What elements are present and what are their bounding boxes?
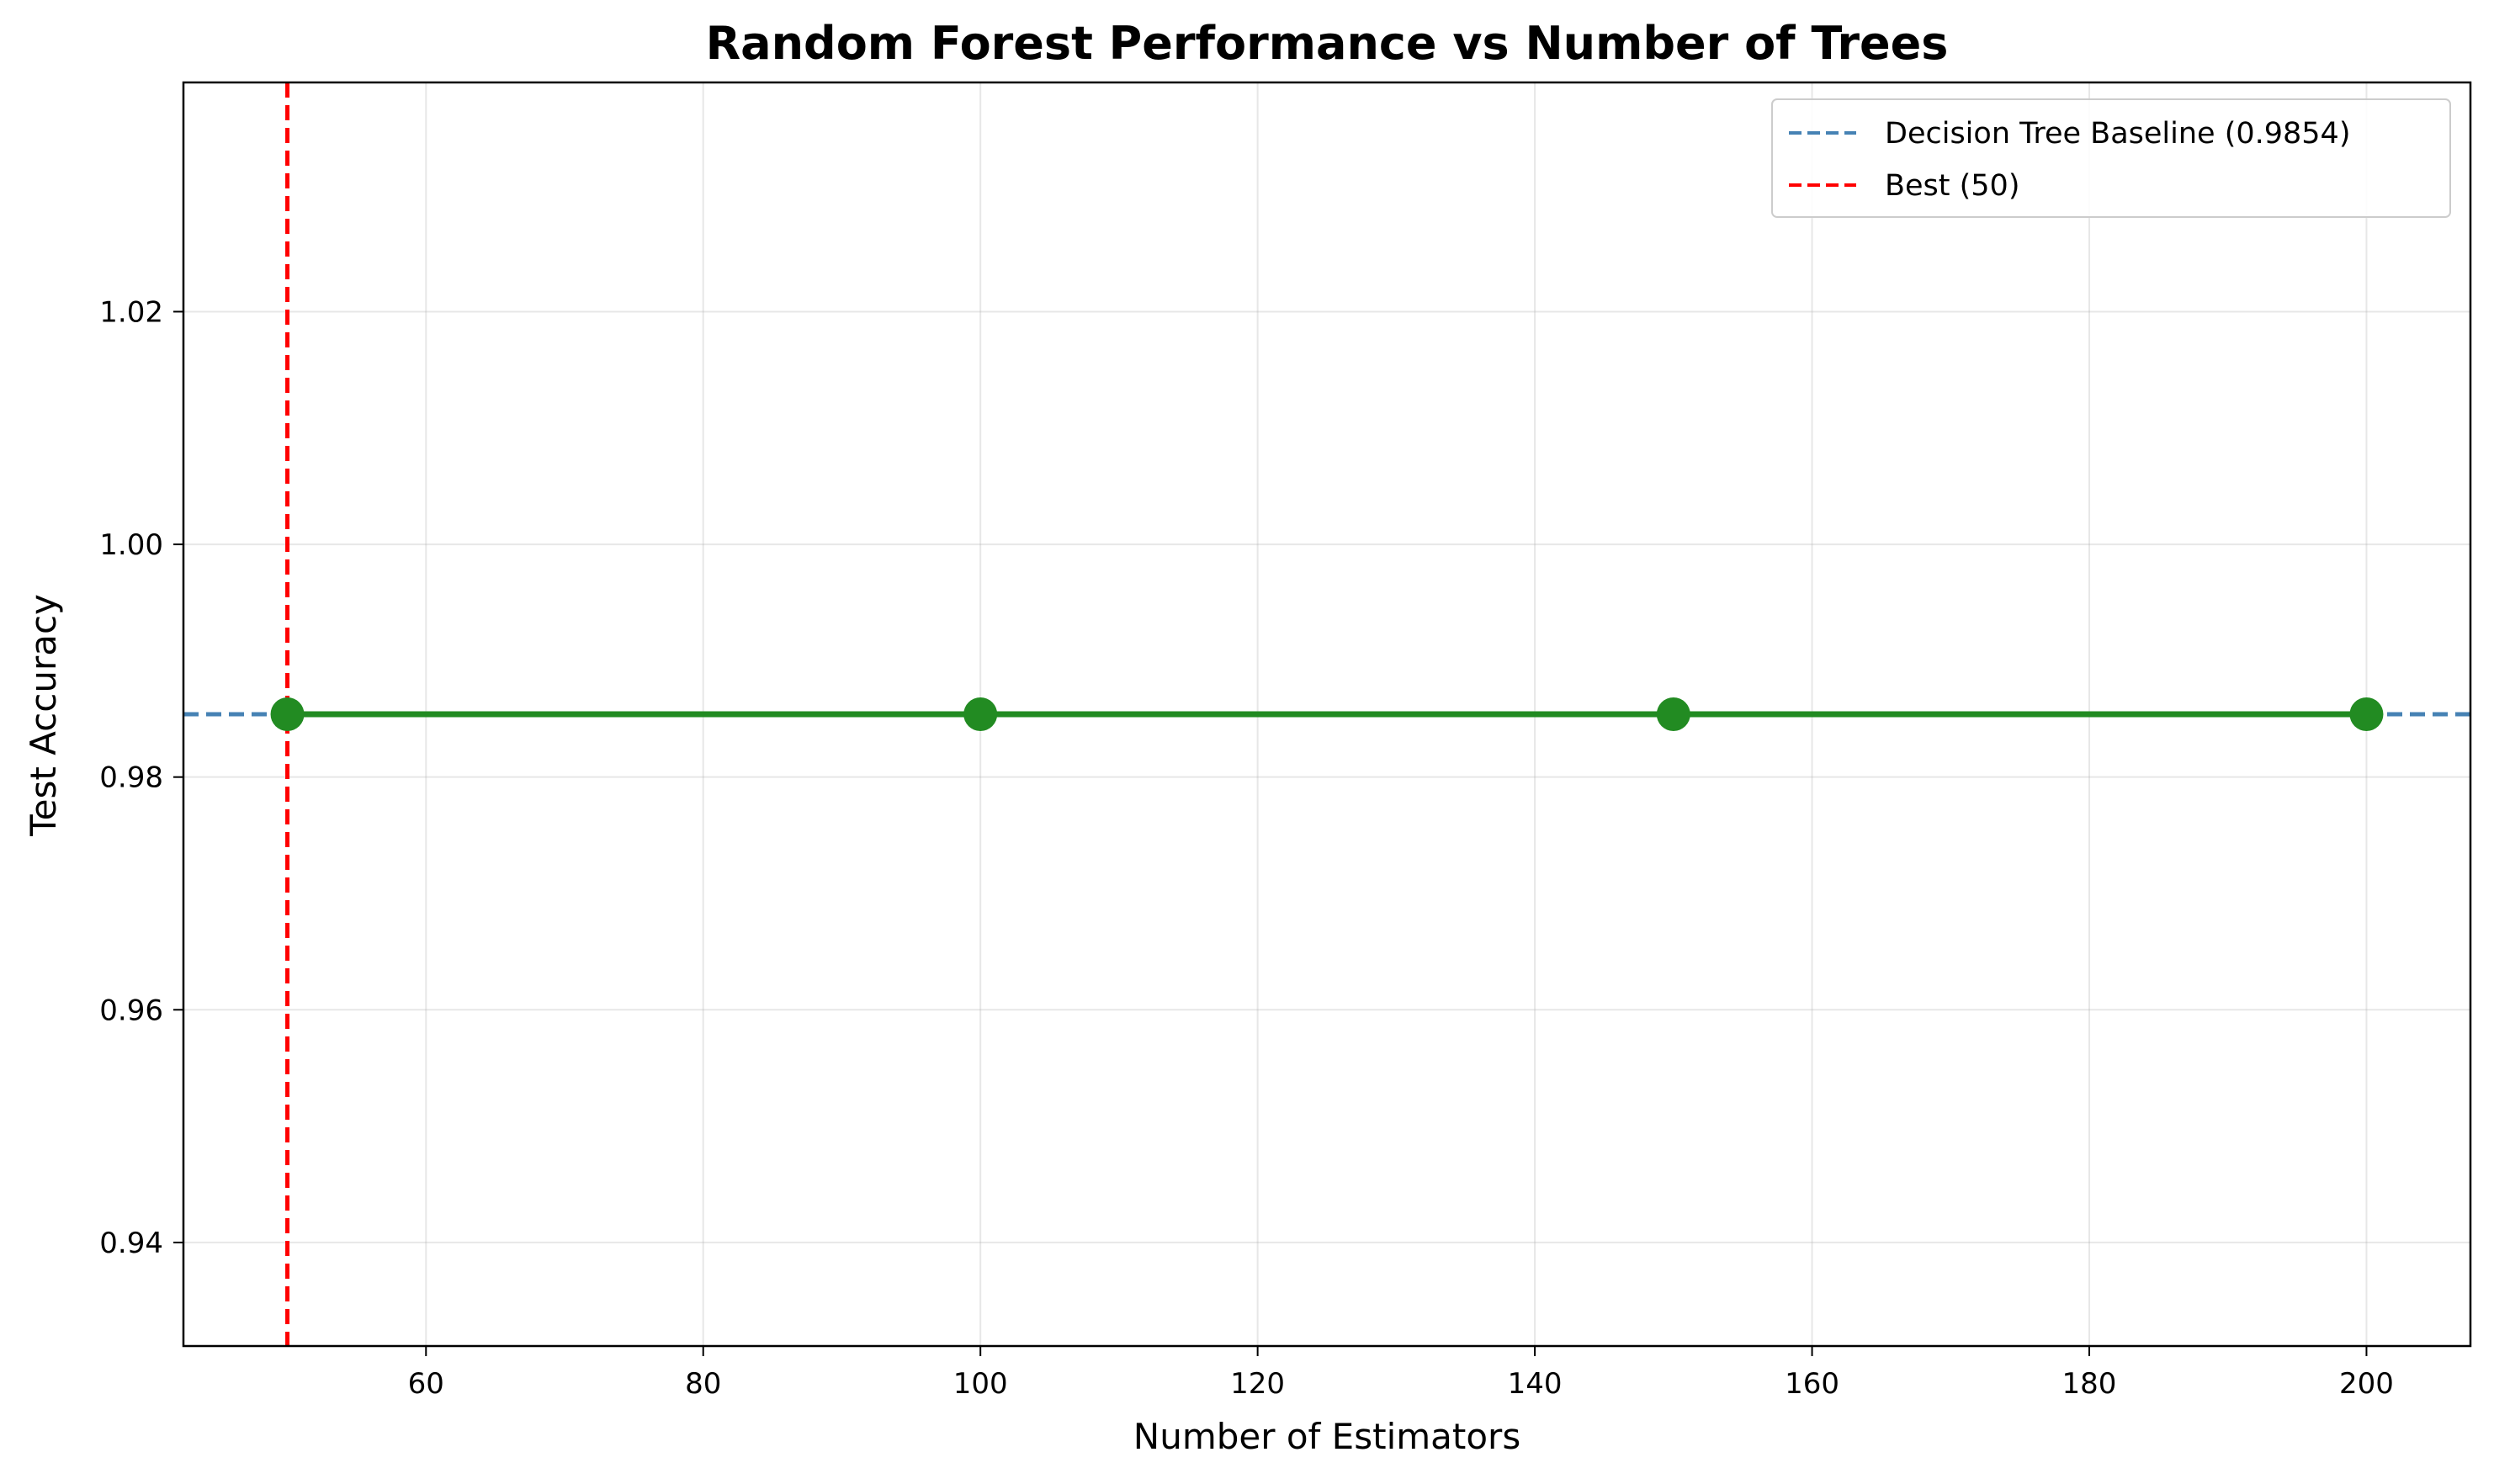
x-axis-label: Number of Estimators [1133,1416,1520,1457]
y-tick-label: 0.94 [99,1227,163,1260]
x-tick-label: 200 [2339,1367,2394,1401]
legend-label-best: Best (50) [1885,169,2019,203]
data-point [1656,697,1690,731]
data-series [270,697,2384,731]
y-tick-label: 0.96 [99,994,163,1027]
chart-title: Random Forest Performance vs Number of T… [706,17,1949,70]
x-tick-label: 60 [408,1367,444,1401]
plot-area-frame [182,81,2472,1348]
data-point [963,697,998,731]
data-point [270,697,305,731]
data-point [2349,697,2384,731]
legend-label-baseline: Decision Tree Baseline (0.9854) [1885,117,2350,151]
y-tick-label: 1.00 [99,528,163,562]
x-tick-label: 140 [1508,1367,1563,1401]
axis-ticks: 60 80 100 120 140 160 180 200 0.94 0.96 0.98 1.00 1.… [99,295,2394,1401]
y-tick-label: 0.98 [99,761,163,795]
y-tick-label: 1.02 [99,295,163,329]
x-tick-label: 180 [2062,1367,2117,1401]
x-tick-label: 100 [953,1367,1008,1401]
x-tick-label: 80 [685,1367,721,1401]
x-tick-label: 120 [1230,1367,1285,1401]
legend-box [1771,98,2451,218]
legend: Decision Tree Baseline (0.9854) Best (50… [1771,98,2451,218]
x-tick-label: 160 [1785,1367,1839,1401]
y-axis-label: Test Accuracy [23,594,64,837]
